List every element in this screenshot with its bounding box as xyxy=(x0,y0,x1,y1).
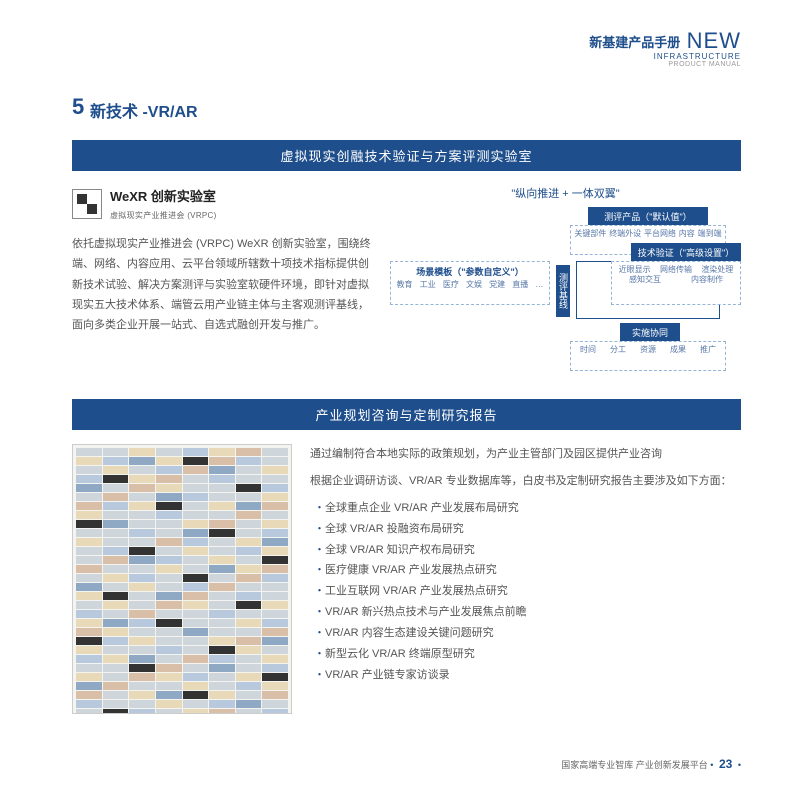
diag-right-cell: 感知交互 xyxy=(629,275,661,285)
section-title: 新技术 -VR/AR xyxy=(90,98,198,122)
footer-dot: • xyxy=(710,760,713,770)
report-intro1: 通过编制符合本地实际的政策规划，为产业主管部门及园区提供产业咨询 xyxy=(310,444,741,465)
diag-left-box: 场景模板（"参数自定义"） 教育 工业 医疗 文娱 党建 直播 … xyxy=(390,261,550,305)
diag-bottom-cell: 分工 xyxy=(610,345,626,355)
diag-left-cell: 直播 xyxy=(512,280,528,290)
diagram-wrap: 测评产品（"默认值"） 关键部件 终端外设 平台网络 内容 端到端 测评基线 场… xyxy=(390,207,741,377)
report-mosaic-wrap xyxy=(72,444,292,714)
lab-diagram: "纵向推进 + 一体双翼" 测评产品（"默认值"） 关键部件 终端外设 平台网络… xyxy=(390,185,741,377)
diag-top-cell: 终端外设 xyxy=(609,229,641,239)
section-bar-lab: 虚拟现实创融技术验证与方案评测实验室 xyxy=(72,140,741,171)
header-sub2: PRODUCT MANUAL xyxy=(589,61,741,68)
header-cn: 新基建产品手册 xyxy=(589,32,680,51)
wexr-logo-row: WeXR 创新实验室 虚拟现实产业推进会 (VRPC) xyxy=(72,185,372,224)
diag-left-cell: 医疗 xyxy=(443,280,459,290)
report-item: 新型云化 VR/AR 终端原型研究 xyxy=(314,644,741,665)
report-intro2: 根据企业调研访谈、VR/AR 专业数据库等，白皮书及定制研究报告主要涉及如下方面… xyxy=(310,471,741,492)
diag-right-cell: 近眼显示 xyxy=(619,265,651,275)
diag-right-title: 技术验证（"高级设置"） xyxy=(631,243,741,262)
diag-left-cell: … xyxy=(535,280,543,290)
section-bar-report: 产业规划咨询与定制研究报告 xyxy=(72,399,741,430)
diag-right-box: 近眼显示 网络传输 渲染处理 感知交互 内容制作 xyxy=(611,261,741,305)
wexr-name: WeXR 创新实验室 xyxy=(110,185,217,209)
diag-bottom-box: 时间 分工 资源 成果 推广 xyxy=(570,341,726,371)
diag-bottom-cell: 资源 xyxy=(640,345,656,355)
diag-top-cell: 内容 xyxy=(679,229,695,239)
wexr-icon xyxy=(72,189,102,219)
report-item: 工业互联网 VR/AR 产业发展热点研究 xyxy=(314,581,741,602)
diagram-caption: "纵向推进 + 一体双翼" xyxy=(390,185,741,201)
footer-dot: • xyxy=(738,760,741,770)
wexr-desc: 依托虚拟现实产业推进会 (VRPC) WeXR 创新实验室，围绕终端、网络、内容… xyxy=(72,234,372,336)
diag-top-cell: 端到端 xyxy=(698,229,722,239)
report-item: VR/AR 内容生态建设关键问题研究 xyxy=(314,623,741,644)
diag-left-cell: 教育 xyxy=(397,280,413,290)
diag-side-label: 测评基线 xyxy=(556,265,570,317)
report-item: 全球 VR/AR 投融资布局研究 xyxy=(314,519,741,540)
diag-left-title: 场景模板（"参数自定义"） xyxy=(393,265,547,278)
page-header: 新基建产品手册 NEW INFRASTRUCTURE PRODUCT MANUA… xyxy=(589,28,741,68)
header-new: NEW xyxy=(687,28,741,54)
lab-panel: WeXR 创新实验室 虚拟现实产业推进会 (VRPC) 依托虚拟现实产业推进会 … xyxy=(72,171,741,399)
diag-top-cell: 平台网络 xyxy=(644,229,676,239)
diag-left-cell: 党建 xyxy=(489,280,505,290)
report-text: 通过编制符合本地实际的政策规划，为产业主管部门及园区提供产业咨询 根据企业调研访… xyxy=(310,444,741,714)
diag-bottom-cell: 成果 xyxy=(670,345,686,355)
diag-bottom-title: 实施协同 xyxy=(620,323,680,342)
diag-top-cell: 关键部件 xyxy=(574,229,606,239)
diag-right-cell: 渲染处理 xyxy=(701,265,733,275)
diag-right-cell: 网络传输 xyxy=(660,265,692,275)
diag-top-title: 测评产品（"默认值"） xyxy=(588,207,708,226)
report-item: 全球重点企业 VR/AR 产业发展布局研究 xyxy=(314,498,741,519)
main-content: 虚拟现实创融技术验证与方案评测实验室 WeXR 创新实验室 虚拟现实产业推进会 … xyxy=(72,140,741,724)
lab-left: WeXR 创新实验室 虚拟现实产业推进会 (VRPC) 依托虚拟现实产业推进会 … xyxy=(72,185,372,377)
report-item: VR/AR 新兴热点技术与产业发展焦点前瞻 xyxy=(314,602,741,623)
report-item: 医疗健康 VR/AR 产业发展热点研究 xyxy=(314,560,741,581)
report-item: 全球 VR/AR 知识产权布局研究 xyxy=(314,540,741,561)
section-number: 5 xyxy=(72,94,84,120)
report-item: VR/AR 产业链专家访谈录 xyxy=(314,665,741,686)
diag-left-cell: 工业 xyxy=(420,280,436,290)
footer-page: 23 xyxy=(719,757,732,771)
report-panel: 通过编制符合本地实际的政策规划，为产业主管部门及园区提供产业咨询 根据企业调研访… xyxy=(72,430,741,724)
diag-left-cell: 文娱 xyxy=(466,280,482,290)
industry-map-graphic xyxy=(72,444,292,714)
diag-bottom-cell: 时间 xyxy=(580,345,596,355)
diag-right-cell: 内容制作 xyxy=(691,275,723,285)
footer-text: 国家高端专业智库 产业创新发展平台 xyxy=(561,760,708,770)
diag-bottom-cell: 推广 xyxy=(700,345,716,355)
report-list: 全球重点企业 VR/AR 产业发展布局研究 全球 VR/AR 投融资布局研究 全… xyxy=(310,498,741,686)
page-footer: 国家高端专业智库 产业创新发展平台 • 23 • xyxy=(561,757,741,771)
wexr-sub: 虚拟现实产业推进会 (VRPC) xyxy=(110,209,217,224)
